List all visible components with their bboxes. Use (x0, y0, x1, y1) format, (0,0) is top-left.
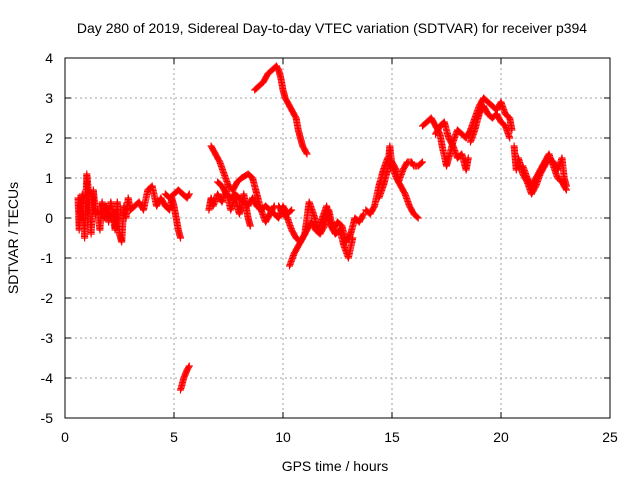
data-point-segment (519, 150, 570, 194)
y-tick-label: 1 (45, 170, 53, 186)
data-series (74, 62, 570, 394)
plot-frame (64, 57, 611, 419)
chart-title: Day 280 of 2019, Sidereal Day-to-day VTE… (77, 20, 587, 36)
x-axis-label: GPS time / hours (282, 458, 389, 474)
y-tick-label: -1 (41, 250, 54, 266)
grid-lines (65, 58, 610, 418)
data-point-segment (432, 118, 472, 174)
x-tick-label: 0 (61, 429, 69, 445)
y-tick-label: -2 (41, 290, 54, 306)
data-point-segment (275, 198, 357, 262)
x-tick-label: 25 (602, 429, 618, 445)
data-point-segment (161, 186, 193, 202)
x-tick-label: 20 (493, 429, 509, 445)
y-tick-labels: 4 3 2 1 0 -1 -2 -3 -4 -5 (41, 50, 54, 426)
x-tick-label: 15 (384, 429, 400, 445)
y-tick-label: 0 (45, 210, 53, 226)
y-tick-label: 2 (45, 130, 53, 146)
y-tick-label: -4 (41, 370, 54, 386)
x-tick-label: 10 (275, 429, 291, 445)
y-tick-label: -5 (41, 410, 54, 426)
y-tick-label: 4 (45, 50, 53, 66)
x-tick-label: 5 (170, 429, 178, 445)
x-tick-labels: 0 5 10 15 20 25 (61, 429, 618, 445)
y-tick-label: -3 (41, 330, 54, 346)
data-point-segment (74, 170, 184, 246)
data-point-segment (375, 142, 422, 222)
data-point-segment (214, 178, 296, 222)
data-point-segment (177, 362, 193, 394)
data-point-segment (467, 102, 514, 146)
y-tick-label: 3 (45, 90, 53, 106)
axis-ticks (64, 57, 611, 419)
y-axis-label: SDTVAR / TECUs (5, 182, 21, 294)
data-point-segment (251, 62, 311, 158)
